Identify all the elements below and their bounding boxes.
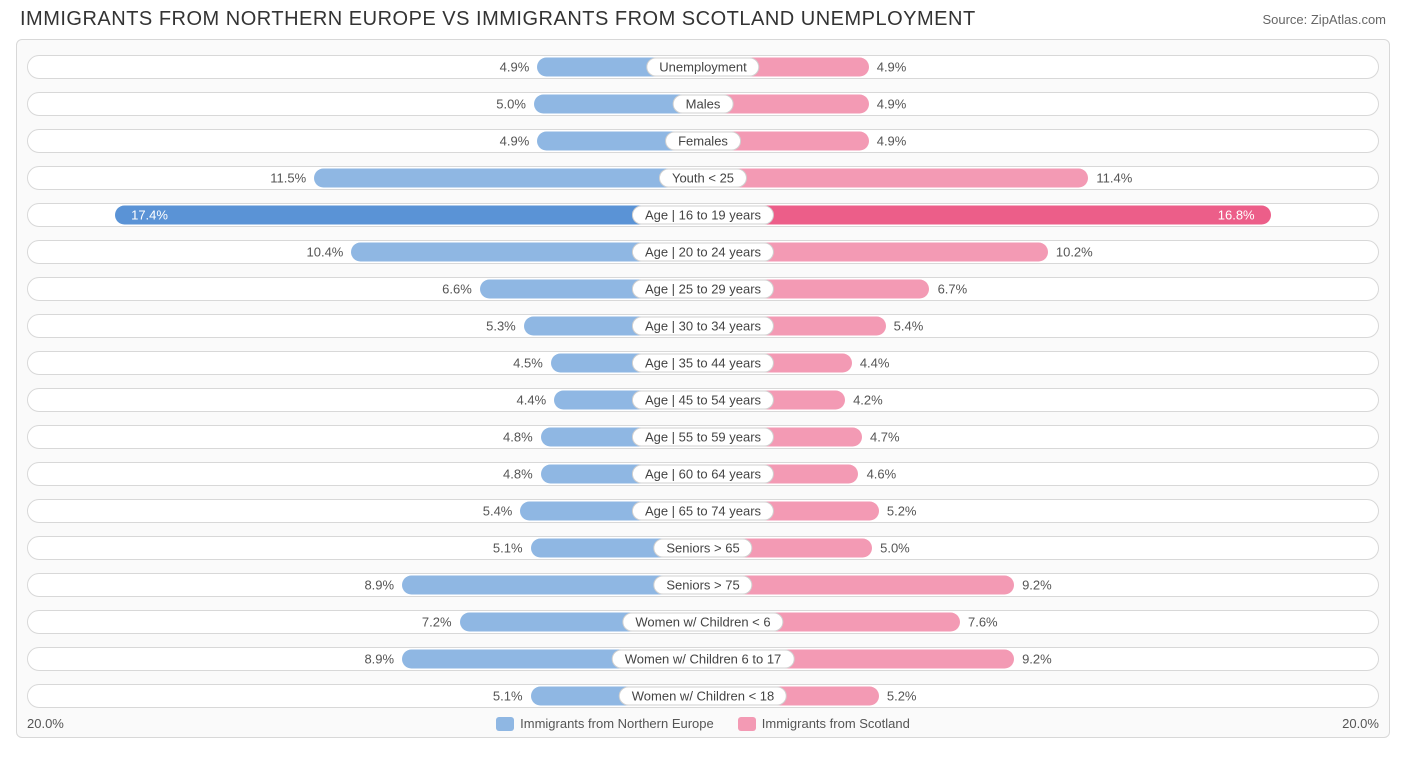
category-label: Women w/ Children < 18 <box>619 686 787 705</box>
bar-right <box>703 168 1088 187</box>
category-label: Age | 25 to 29 years <box>632 279 774 298</box>
chart-row: 5.4% 5.2% Age | 65 to 74 years <box>27 494 1379 527</box>
chart-title: IMMIGRANTS FROM NORTHERN EUROPE VS IMMIG… <box>20 8 976 31</box>
value-left: 17.4% <box>131 207 168 222</box>
category-label: Women w/ Children < 6 <box>622 612 783 631</box>
value-left: 5.0% <box>496 96 526 111</box>
value-right: 4.4% <box>860 355 890 370</box>
value-right: 11.4% <box>1096 170 1132 185</box>
legend: Immigrants from Northern Europe Immigran… <box>496 716 910 731</box>
chart-area: 4.9%4.9%Unemployment5.0%4.9%Males4.9%4.9… <box>16 39 1390 738</box>
value-left: 10.4% <box>307 244 344 259</box>
value-left: 7.2% <box>422 614 452 629</box>
header: IMMIGRANTS FROM NORTHERN EUROPE VS IMMIG… <box>0 0 1406 33</box>
value-right: 4.9% <box>877 59 907 74</box>
bar-left <box>314 168 703 187</box>
value-right: 9.2% <box>1022 651 1052 666</box>
value-left: 5.3% <box>486 318 516 333</box>
category-label: Age | 35 to 44 years <box>632 353 774 372</box>
category-label: Age | 45 to 54 years <box>632 390 774 409</box>
value-right: 4.7% <box>870 429 900 444</box>
chart-row: 7.2% 7.6% Women w/ Children < 6 <box>27 605 1379 638</box>
source-label: Source: ZipAtlas.com <box>1262 12 1386 27</box>
bar-left <box>115 205 703 224</box>
chart-row: 5.0% 4.9% Males <box>27 87 1379 120</box>
chart-row: 5.3% 5.4% Age | 30 to 34 years <box>27 309 1379 342</box>
chart-row: 10.4% 10.2% Age | 20 to 24 years <box>27 235 1379 268</box>
category-label: Age | 65 to 74 years <box>632 501 774 520</box>
category-label: Youth < 25 <box>659 168 747 187</box>
chart-row: 17.4% 16.8% Age | 16 to 19 years <box>27 198 1379 231</box>
value-left: 4.5% <box>513 355 543 370</box>
value-right: 5.0% <box>880 540 910 555</box>
value-left: 4.8% <box>503 429 533 444</box>
value-left: 4.9% <box>500 59 530 74</box>
value-right: 10.2% <box>1056 244 1093 259</box>
value-right: 4.2% <box>853 392 883 407</box>
category-label: Age | 16 to 19 years <box>632 205 774 224</box>
legend-label-right: Immigrants from Scotland <box>762 716 910 731</box>
value-left: 11.5% <box>270 170 306 185</box>
bar-right <box>703 205 1271 224</box>
legend-swatch-right <box>738 717 756 731</box>
chart-row: 4.5% 4.4% Age | 35 to 44 years <box>27 346 1379 379</box>
chart-row: 4.4% 4.2% Age | 45 to 54 years <box>27 383 1379 416</box>
value-left: 5.1% <box>493 688 523 703</box>
chart-row: 8.9% 9.2% Women w/ Children 6 to 17 <box>27 642 1379 675</box>
axis-left-max: 20.0% <box>27 716 64 731</box>
legend-item-right: Immigrants from Scotland <box>738 716 910 731</box>
legend-item-left: Immigrants from Northern Europe <box>496 716 714 731</box>
category-label: Unemployment <box>646 57 759 76</box>
chart-row: 4.8% 4.6% Age | 60 to 64 years <box>27 457 1379 490</box>
chart-footer: 20.0% Immigrants from Northern Europe Im… <box>27 716 1379 731</box>
value-right: 4.9% <box>877 96 907 111</box>
value-left: 6.6% <box>442 281 472 296</box>
value-right: 5.2% <box>887 688 917 703</box>
value-right: 9.2% <box>1022 577 1052 592</box>
chart-row: 8.9% 9.2% Seniors > 75 <box>27 568 1379 601</box>
chart-row: 4.9% 4.9% Unemployment <box>27 50 1379 83</box>
chart-row: 11.5% 11.4% Youth < 25 <box>27 161 1379 194</box>
category-label: Seniors > 75 <box>653 575 752 594</box>
category-label: Age | 20 to 24 years <box>632 242 774 261</box>
rows-container: 4.9%4.9%Unemployment5.0%4.9%Males4.9%4.9… <box>27 50 1379 712</box>
value-right: 4.9% <box>877 133 907 148</box>
category-label: Age | 60 to 64 years <box>632 464 774 483</box>
value-left: 4.8% <box>503 466 533 481</box>
category-label: Age | 30 to 34 years <box>632 316 774 335</box>
value-left: 4.4% <box>517 392 547 407</box>
legend-swatch-left <box>496 717 514 731</box>
value-right: 4.6% <box>867 466 897 481</box>
value-right: 7.6% <box>968 614 998 629</box>
value-right: 5.4% <box>894 318 924 333</box>
category-label: Males <box>673 94 734 113</box>
chart-row: 4.8% 4.7% Age | 55 to 59 years <box>27 420 1379 453</box>
chart-row: 5.1% 5.2% Women w/ Children < 18 <box>27 679 1379 712</box>
category-label: Age | 55 to 59 years <box>632 427 774 446</box>
value-left: 8.9% <box>364 651 394 666</box>
value-left: 8.9% <box>364 577 394 592</box>
category-label: Seniors > 65 <box>653 538 752 557</box>
chart-row: 6.6% 6.7% Age | 25 to 29 years <box>27 272 1379 305</box>
category-label: Females <box>665 131 741 150</box>
value-right: 6.7% <box>938 281 968 296</box>
axis-right-max: 20.0% <box>1342 716 1379 731</box>
chart-row: 5.1% 5.0% Seniors > 65 <box>27 531 1379 564</box>
value-left: 4.9% <box>500 133 530 148</box>
value-right: 5.2% <box>887 503 917 518</box>
value-left: 5.4% <box>483 503 513 518</box>
chart-row: 4.9% 4.9% Females <box>27 124 1379 157</box>
value-left: 5.1% <box>493 540 523 555</box>
legend-label-left: Immigrants from Northern Europe <box>520 716 714 731</box>
value-right: 16.8% <box>1218 207 1255 222</box>
category-label: Women w/ Children 6 to 17 <box>612 649 795 668</box>
